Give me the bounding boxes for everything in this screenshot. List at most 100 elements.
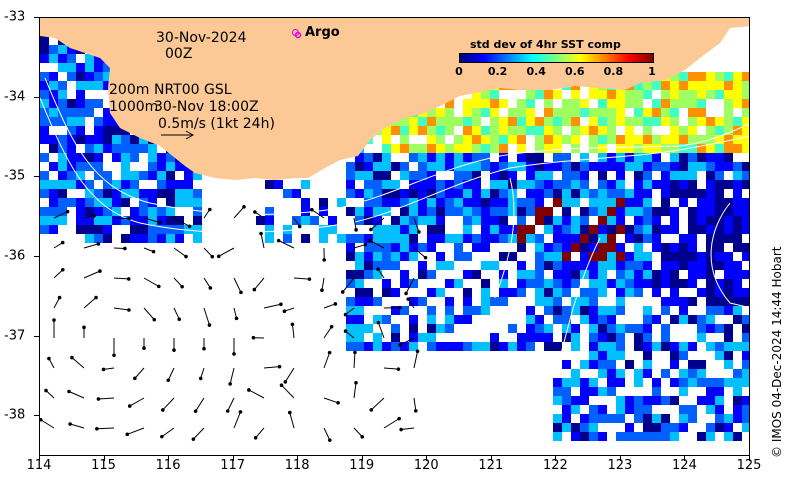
sst-cell <box>85 153 94 162</box>
sst-cell <box>553 414 562 423</box>
sst-cell <box>454 252 463 261</box>
sst-cell <box>130 207 139 216</box>
sst-cell <box>382 225 391 234</box>
sst-cell <box>625 189 634 198</box>
sst-cell <box>148 207 157 216</box>
sst-cell <box>481 135 490 144</box>
sst-cell <box>445 234 454 243</box>
sst-cell <box>670 342 679 351</box>
sst-cell <box>589 117 598 126</box>
sst-cell <box>130 234 139 243</box>
sst-cell <box>481 225 490 234</box>
sst-cell <box>400 306 409 315</box>
sst-cell <box>616 198 625 207</box>
sst-cell <box>715 252 724 261</box>
current-vector-head <box>127 216 131 221</box>
current-vector <box>113 277 129 280</box>
sst-cell <box>373 315 382 324</box>
sst-cell <box>373 216 382 225</box>
sst-cell <box>571 270 580 279</box>
sst-cell <box>625 162 634 171</box>
sst-cell <box>508 108 517 117</box>
sst-cell <box>472 342 481 351</box>
sst-cell <box>724 162 733 171</box>
sst-cell <box>724 81 733 90</box>
x-tick-label: 120 <box>413 458 439 473</box>
sst-cell <box>607 414 616 423</box>
sst-cell <box>643 414 652 423</box>
sst-cell <box>76 207 85 216</box>
sst-cell <box>445 207 454 216</box>
sst-cell <box>49 216 58 225</box>
sst-cell <box>409 180 418 189</box>
sst-cell <box>724 126 733 135</box>
sst-cell <box>40 126 49 135</box>
sst-cell <box>418 297 427 306</box>
sst-cell <box>49 72 58 81</box>
sst-cell <box>733 162 742 171</box>
sst-cell <box>724 252 733 261</box>
current-vector-head <box>287 410 292 415</box>
sst-cell <box>517 234 526 243</box>
sst-cell <box>571 261 580 270</box>
sst-cell <box>337 234 346 243</box>
sst-cell <box>706 243 715 252</box>
sst-cell <box>40 216 49 225</box>
sst-cell <box>490 90 499 99</box>
current-vector <box>345 330 355 339</box>
sst-cell <box>670 180 679 189</box>
current-vector-head <box>228 382 232 386</box>
sst-cell <box>697 153 706 162</box>
sst-cell <box>724 117 733 126</box>
sst-cell <box>589 387 598 396</box>
sst-cell <box>436 108 445 117</box>
sst-cell <box>283 189 292 198</box>
sst-cell <box>481 189 490 198</box>
sst-cell <box>706 180 715 189</box>
sst-cell <box>562 333 571 342</box>
sst-cell <box>688 153 697 162</box>
sst-cell <box>139 234 148 243</box>
sst-cell <box>571 378 580 387</box>
sst-cell <box>40 90 49 99</box>
sst-cell <box>265 180 274 189</box>
sst-cell <box>688 99 697 108</box>
sst-cell <box>112 198 121 207</box>
sst-cell <box>670 126 679 135</box>
sst-cell <box>697 324 706 333</box>
sst-cell <box>481 342 490 351</box>
sst-cell <box>499 252 508 261</box>
sst-cell <box>445 162 454 171</box>
sst-cell <box>607 180 616 189</box>
current-vector <box>289 412 295 429</box>
sst-cell <box>481 243 490 252</box>
y-tick-mark <box>34 17 39 18</box>
sst-cell <box>355 270 364 279</box>
sst-cell <box>499 216 508 225</box>
current-vector-head <box>239 290 243 295</box>
sst-cell <box>706 225 715 234</box>
current-vector <box>369 240 385 249</box>
sst-cell <box>634 342 643 351</box>
sst-cell <box>634 144 643 153</box>
sst-cell <box>499 234 508 243</box>
sst-cell <box>184 225 193 234</box>
sst-cell <box>598 207 607 216</box>
sst-cell <box>625 153 634 162</box>
sst-cell <box>346 162 355 171</box>
sst-cell <box>724 216 733 225</box>
sst-cell <box>436 207 445 216</box>
sst-cell <box>382 252 391 261</box>
sst-cell <box>391 261 400 270</box>
sst-cell <box>742 180 749 189</box>
sst-cell <box>337 198 346 207</box>
sst-cell <box>130 225 139 234</box>
sst-cell <box>625 225 634 234</box>
sst-cell <box>688 189 697 198</box>
sst-cell <box>391 144 400 153</box>
sst-cell <box>715 171 724 180</box>
sst-cell <box>706 279 715 288</box>
sst-cell <box>607 369 616 378</box>
sst-cell <box>688 135 697 144</box>
sst-cell <box>481 288 490 297</box>
